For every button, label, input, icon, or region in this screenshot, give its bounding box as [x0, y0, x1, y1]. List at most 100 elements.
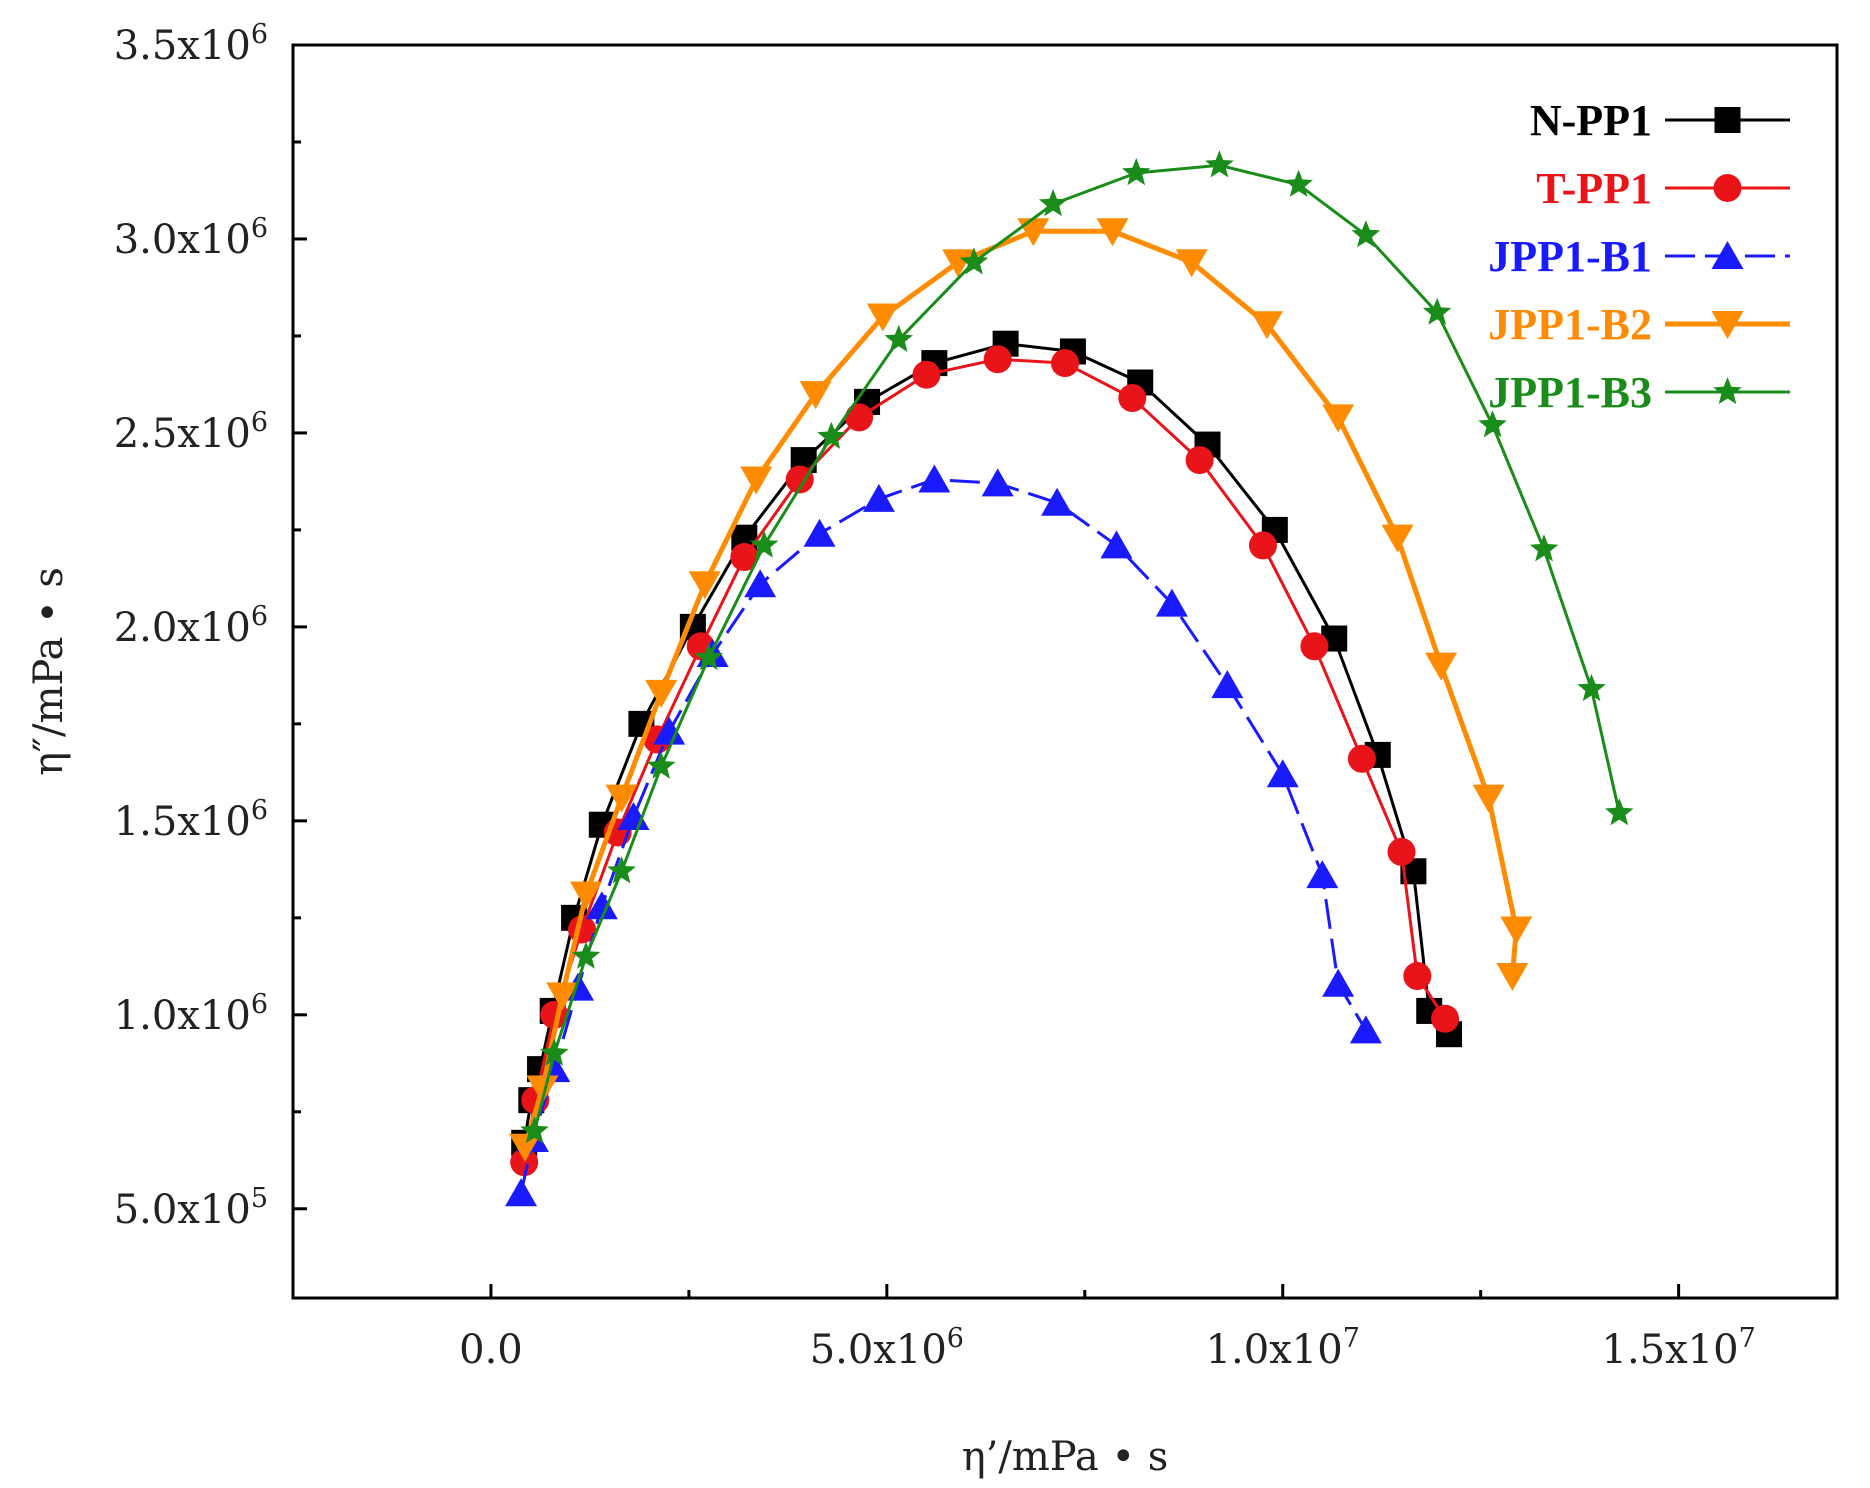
data-point	[1500, 916, 1533, 945]
data-point	[1266, 759, 1299, 788]
legend-marker	[1713, 377, 1742, 405]
legend-label: JPP1-B2	[1488, 300, 1652, 349]
data-point	[845, 403, 874, 432]
data-point	[1425, 652, 1458, 681]
x-axis-title: η’/mPa • s	[962, 1434, 1169, 1480]
x-tick-label-exponent: 7	[1343, 1323, 1360, 1354]
y-tick-label-mantissa: 3.0x10	[114, 217, 251, 263]
data-point	[617, 801, 650, 830]
legend-entry: JPP1-B3	[1488, 368, 1790, 417]
y-tick-label: 3.5x106	[114, 19, 268, 69]
data-point	[1577, 674, 1606, 702]
series-line	[522, 342, 1451, 1144]
y-tick-label-mantissa: 5.0x10	[114, 1187, 251, 1233]
data-point	[1347, 744, 1376, 773]
y-tick-label: 3.0x106	[114, 213, 268, 263]
legend-marker	[1713, 174, 1742, 202]
data-point	[866, 303, 899, 332]
data-point	[1155, 588, 1188, 617]
data-point	[585, 891, 618, 920]
data-point	[1431, 1004, 1460, 1033]
y-tick-label-mantissa: 1.0x10	[114, 993, 251, 1039]
y-tick-label-exponent: 6	[251, 795, 268, 826]
data-point	[1387, 837, 1416, 866]
legend-marker	[1711, 311, 1744, 339]
y-tick-label: 1.5x106	[114, 795, 268, 845]
data-point	[1118, 384, 1147, 413]
data-point	[744, 569, 777, 598]
data-point	[1038, 189, 1068, 217]
data-point	[983, 345, 1012, 374]
x-tick-label-exponent: 6	[947, 1323, 964, 1354]
data-point	[1472, 784, 1505, 813]
legend-label: JPP1-B1	[1488, 232, 1652, 281]
y-tick-label-exponent: 6	[251, 601, 268, 632]
series-t-pp1	[510, 345, 1460, 1177]
legend-marker	[1711, 241, 1744, 269]
series-line	[522, 228, 1519, 1148]
data-point	[884, 324, 913, 352]
data-point	[540, 1038, 569, 1066]
y-tick-label: 1.0x106	[114, 989, 268, 1039]
data-point	[862, 483, 895, 512]
legend-entry: T-PP1	[1536, 164, 1790, 213]
series-line	[533, 163, 1621, 1132]
x-tick-label: 5.0x106	[810, 1323, 964, 1373]
data-point	[1605, 798, 1634, 826]
data-point	[1322, 968, 1355, 997]
data-point	[505, 1178, 538, 1207]
y-tick-label-mantissa: 2.5x10	[114, 411, 251, 457]
data-point	[803, 518, 836, 547]
y-tick-label-mantissa: 1.5x10	[114, 799, 251, 845]
data-point	[510, 1148, 539, 1177]
data-point	[1351, 220, 1381, 248]
series-line	[519, 478, 1368, 1194]
y-tick-label: 2.5x106	[114, 407, 268, 457]
data-point	[520, 1116, 549, 1144]
data-point	[1300, 632, 1329, 661]
legend-entry: JPP1-B1	[1488, 232, 1790, 281]
data-point	[1051, 349, 1079, 378]
y-tick-label-exponent: 6	[251, 989, 268, 1020]
data-point	[508, 1133, 541, 1162]
data-point	[1349, 1015, 1382, 1044]
legend-marker	[1714, 107, 1741, 133]
legend-label: JPP1-B3	[1488, 368, 1652, 417]
x-tick-label: 0.0	[459, 1327, 523, 1373]
data-point	[912, 360, 941, 389]
data-point	[1041, 487, 1074, 516]
data-point	[1322, 404, 1355, 433]
data-point	[785, 465, 814, 494]
data-point	[653, 716, 686, 745]
x-tick-label: 1.5x107	[1602, 1323, 1756, 1373]
data-point	[1478, 410, 1507, 438]
data-point	[1496, 963, 1529, 992]
y-axis-title: η″/mPa • s	[26, 567, 72, 776]
data-point	[817, 421, 846, 449]
data-point	[1096, 218, 1129, 247]
data-point	[749, 530, 779, 558]
x-tick-label-mantissa: 0.0	[459, 1327, 523, 1373]
y-tick-label-exponent: 6	[251, 19, 268, 50]
data-point	[605, 784, 638, 813]
data-point	[1306, 860, 1339, 889]
data-point	[694, 642, 723, 671]
data-point	[1529, 534, 1559, 562]
data-point	[1381, 524, 1414, 553]
data-point	[1175, 249, 1208, 278]
data-point	[646, 751, 676, 779]
data-point	[688, 571, 721, 600]
data-point	[918, 464, 951, 493]
data-point	[799, 381, 832, 410]
y-tick-label-exponent: 6	[251, 213, 268, 244]
data-point	[546, 982, 579, 1011]
data-point	[942, 249, 975, 278]
data-point	[569, 881, 602, 910]
data-point	[1422, 297, 1452, 325]
data-point	[959, 247, 989, 275]
y-tick-label: 2.0x106	[114, 601, 268, 651]
data-point	[1122, 158, 1151, 186]
x-tick-label-mantissa: 1.0x10	[1206, 1327, 1343, 1373]
